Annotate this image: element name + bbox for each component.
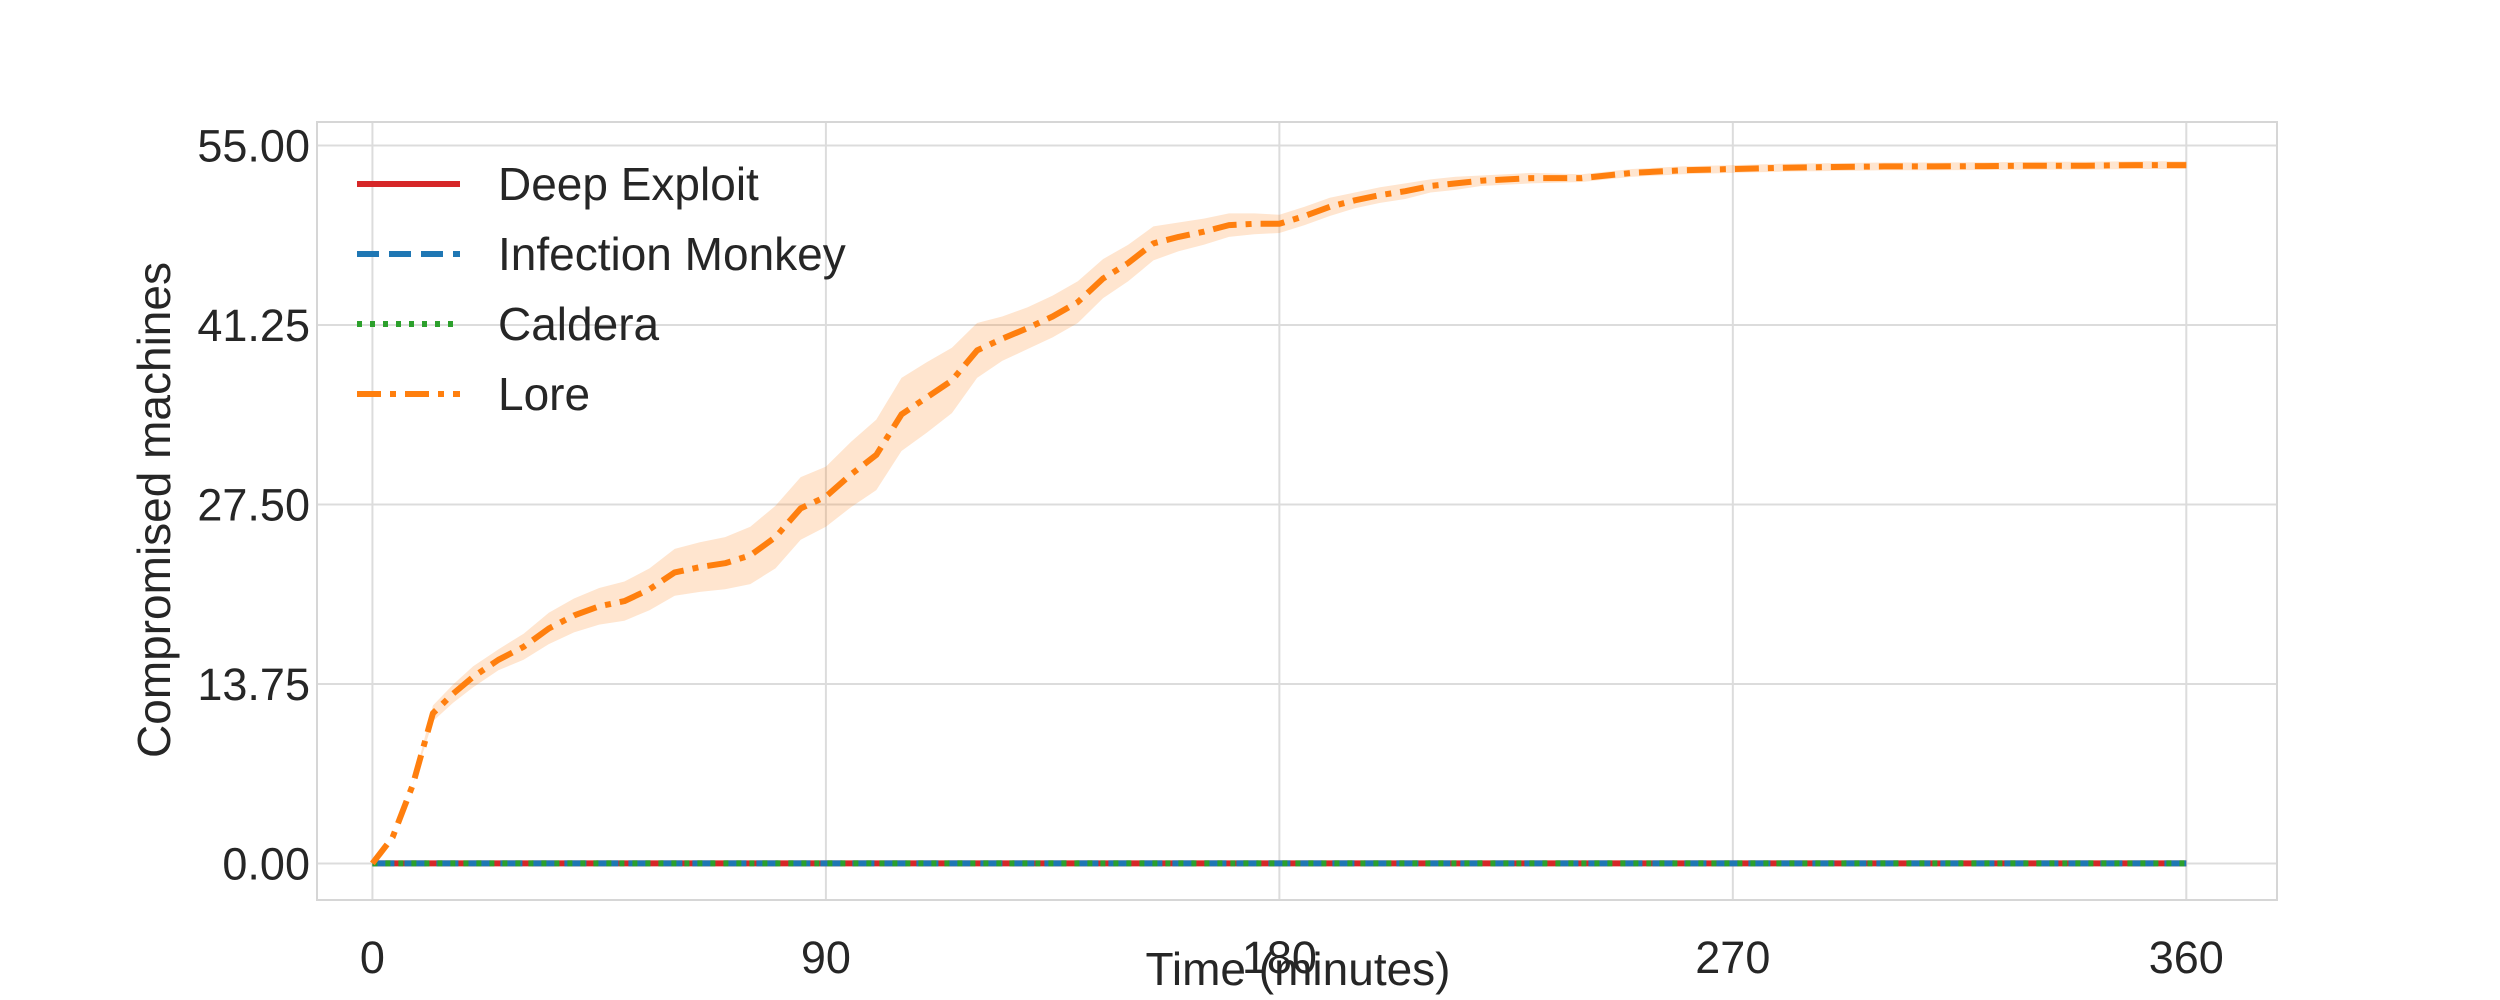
x-tick-label: 0	[360, 932, 385, 983]
series-lines	[370, 162, 2187, 867]
legend: Deep Exploit Infection Monkey Caldera Lore	[357, 158, 846, 420]
y-tick-label: 41.25	[197, 300, 310, 351]
legend-label: Caldera	[498, 298, 660, 350]
x-tick-label: 90	[801, 932, 851, 983]
y-axis-label: Compromised machines	[128, 262, 180, 758]
y-tick-label: 55.00	[197, 120, 310, 171]
y-tick-label: 0.00	[222, 838, 310, 889]
plot-frame	[316, 121, 2278, 901]
x-axis-label: Time (minutes)	[1146, 943, 1451, 995]
x-tick-label: 270	[1695, 932, 1770, 983]
x-axis-ticks: 0 90 180 270 360	[360, 932, 2224, 983]
x-tick-label: 180	[1242, 932, 1317, 983]
legend-label: Infection Monkey	[498, 228, 846, 280]
legend-label: Deep Exploit	[498, 158, 759, 210]
plot-border	[316, 121, 2278, 901]
y-tick-label: 13.75	[197, 659, 310, 710]
x-tick-label: 360	[2149, 932, 2224, 983]
legend-label: Lore	[498, 368, 590, 420]
series-line	[370, 162, 2187, 866]
y-tick-label: 27.50	[197, 479, 310, 530]
y-axis-ticks: 0.00 13.75 27.50 41.25 55.00	[197, 120, 310, 889]
